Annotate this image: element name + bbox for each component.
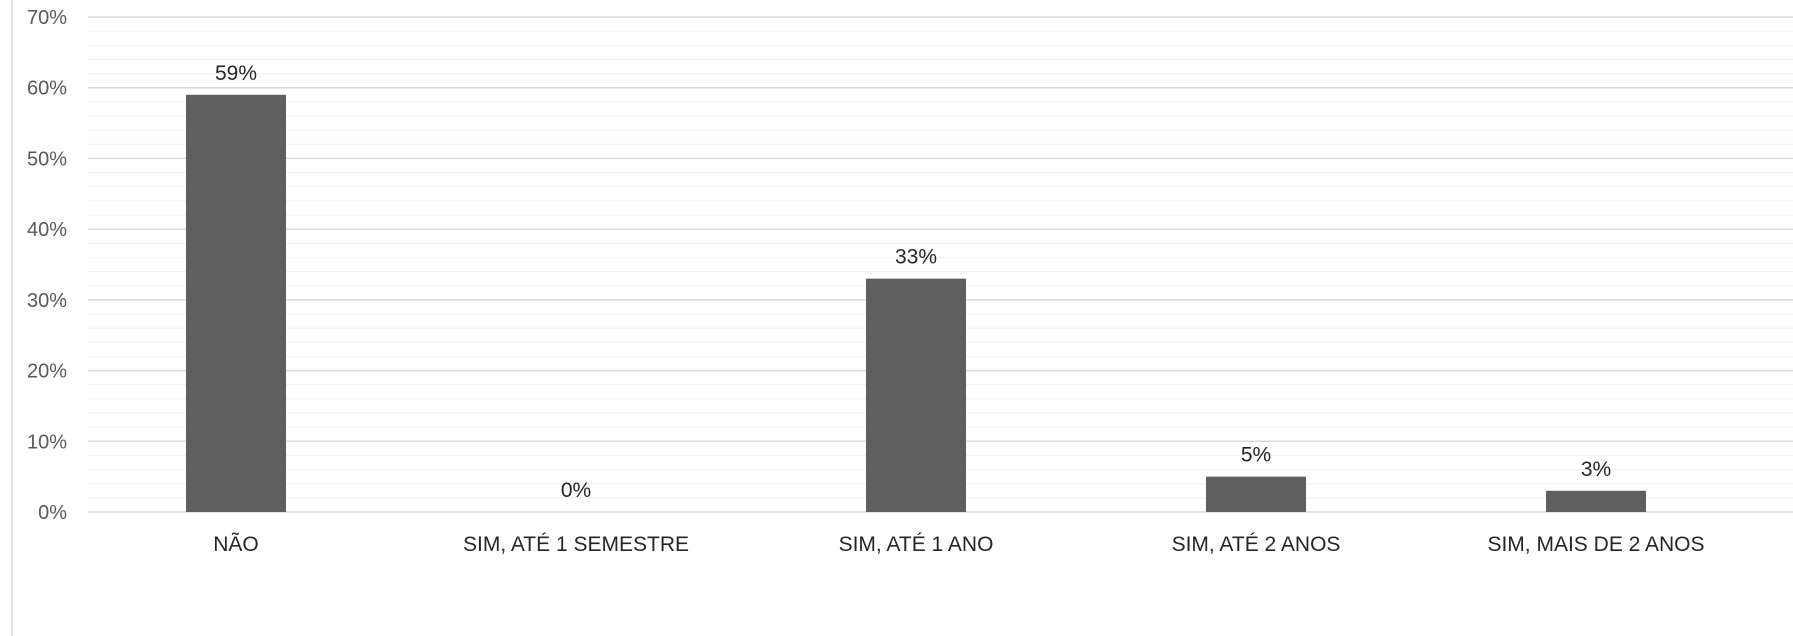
y-axis-tick-labels: 0% 10% 20% 30% 40% 50% 60% 70% [27,7,67,524]
bar [186,94,286,513]
data-label: 3% [1581,458,1611,481]
y-tick-label: 70% [27,7,67,29]
y-tick-label: 0% [38,502,67,524]
bar-series [186,94,1646,513]
data-label: 33% [895,246,937,269]
category-label: SIM, ATÉ 1 ANO [839,533,994,556]
data-label: 0% [561,479,591,502]
bar [866,278,966,512]
bar [1546,490,1646,512]
data-label: 59% [215,62,257,85]
data-label: 5% [1241,444,1271,467]
y-tick-label: 10% [27,431,67,453]
y-tick-label: 60% [27,78,67,100]
category-label: SIM, ATÉ 1 SEMESTRE [463,533,689,556]
y-tick-label: 50% [27,148,67,170]
category-label: SIM, ATÉ 2 ANOS [1172,533,1341,556]
category-label: SIM, MAIS DE 2 ANOS [1487,533,1704,556]
x-axis-category-labels: NÃO SIM, ATÉ 1 SEMESTRE SIM, ATÉ 1 ANO SIM,… [213,532,1704,556]
category-label: NÃO [213,532,259,556]
y-tick-label: 20% [27,361,67,383]
y-tick-label: 40% [27,219,67,241]
bar [1206,476,1306,512]
y-tick-label: 30% [27,290,67,312]
data-labels: 59% 0% 33% 5% 3% [215,62,1611,502]
